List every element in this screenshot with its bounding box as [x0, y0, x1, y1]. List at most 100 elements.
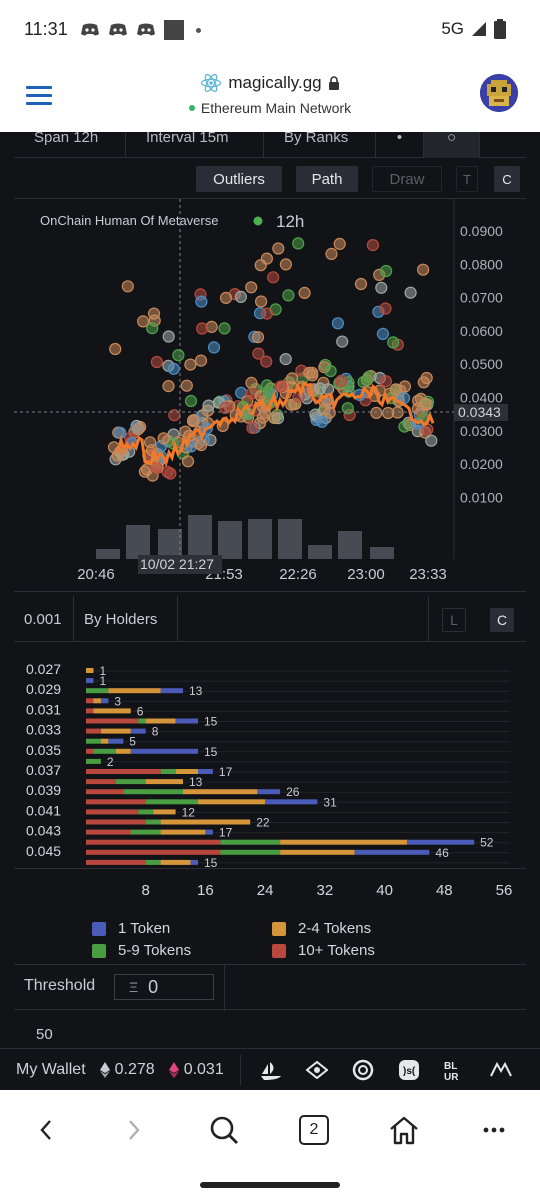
t-button[interactable]: T [456, 166, 478, 192]
discord-icon [81, 23, 99, 36]
sale-dot [298, 286, 311, 300]
sale-dot [245, 376, 258, 389]
bar-total-label: 17 [219, 826, 233, 840]
x-tick-label: 48 [436, 882, 453, 899]
outliers-button[interactable]: Outliers [196, 166, 282, 192]
tabs-button[interactable]: 2 [296, 1112, 332, 1148]
bar-segment [145, 819, 161, 825]
y-tick-label: 0.0800 [460, 256, 503, 272]
bar-segment [86, 779, 116, 785]
home-button[interactable] [386, 1112, 422, 1148]
collection-title: OnChain Human Of Metaverse [40, 213, 218, 228]
sale-dot [181, 455, 195, 468]
sale-dot [272, 242, 285, 255]
x2y2-icon[interactable]: )s( [397, 1058, 421, 1082]
volume-bar [188, 515, 212, 559]
search-button[interactable] [206, 1112, 242, 1148]
y-tick-label: 0.0900 [460, 223, 503, 239]
sale-dot [219, 291, 233, 305]
x-tick-label: 8 [142, 882, 150, 899]
legend-item-2-4-tokens[interactable]: 2-4 Tokens [272, 920, 371, 937]
site-info[interactable]: magically.gg Ethereum Main Network [0, 72, 540, 116]
bar-segment [175, 769, 198, 774]
bar-total-label: 17 [219, 765, 233, 779]
volume-bar [218, 521, 242, 559]
sale-dot [179, 425, 192, 438]
bar-segment [198, 769, 213, 774]
current-price-badge [454, 404, 508, 421]
hamburger-menu-button[interactable] [26, 86, 52, 106]
bars-x-axis: 8 16 24 32 40 48 56 [142, 882, 513, 899]
bar-total-label: 13 [189, 684, 203, 698]
c-button[interactable]: C [494, 166, 520, 192]
bar-total-label: 5 [129, 735, 136, 749]
tab-span[interactable]: Span 12h [14, 132, 126, 158]
x-tick-label: 56 [496, 882, 513, 899]
crosshair-time: 10/02 21:27 [140, 556, 214, 572]
search-icon [210, 1116, 238, 1144]
volume-bar [308, 545, 332, 559]
sale-dot [425, 434, 438, 447]
more-options-button[interactable] [476, 1112, 512, 1148]
sale-dot [184, 358, 197, 371]
draw-button[interactable]: Draw [372, 166, 442, 192]
x-tick-label: 24 [257, 882, 274, 899]
avatar[interactable] [480, 74, 518, 112]
l-button[interactable]: L [442, 608, 466, 632]
forward-button[interactable] [116, 1112, 152, 1148]
holders-distribution-chart[interactable]: 0.027 0.029 0.031 0.033 0.035 0.037 0.039 0.041… [14, 652, 526, 1004]
opensea-icon[interactable] [259, 1058, 283, 1082]
bar-segment [86, 799, 146, 805]
sale-dot [146, 322, 159, 335]
blur-icon[interactable]: BL UR [443, 1058, 467, 1082]
sale-dot [251, 331, 265, 344]
network-type: 5G [441, 19, 464, 38]
bar-total-label: 6 [137, 704, 144, 718]
bar-total-label: 3 [114, 694, 121, 708]
tab-interval[interactable]: Interval 15m [126, 132, 264, 158]
sale-dot [325, 247, 338, 261]
sale-dot [114, 426, 127, 439]
bar-segment [145, 718, 176, 724]
legend-item-1-token[interactable]: 1 Token [92, 920, 170, 937]
price-step-select[interactable]: 0.001 [14, 596, 74, 642]
bar-segment [160, 769, 176, 774]
eth-balance: 0.278 [99, 1060, 155, 1079]
status-bar: 11:31 5G [0, 0, 540, 60]
sale-dot [354, 277, 368, 291]
bar-segment [257, 789, 281, 795]
legend-item-5-9-tokens[interactable]: 5-9 Tokens [92, 942, 191, 959]
site-domain: magically.gg [228, 73, 322, 92]
sale-dot [336, 335, 349, 348]
period-label: 12h [276, 212, 304, 231]
price-scatter-chart[interactable]: 0.0900 0.0800 0.0700 0.0600 0.0500 0.0400 0.03… [14, 198, 526, 592]
bar-total-label: 15 [204, 856, 218, 870]
home-icon [390, 1116, 418, 1145]
threshold-input[interactable]: Ξ 0 [114, 974, 214, 1000]
sale-dot [341, 402, 354, 415]
bar-segment [86, 839, 221, 845]
tab-dot[interactable]: • [376, 132, 424, 158]
eye-icon[interactable] [305, 1058, 329, 1082]
by-holders-select[interactable]: By Holders [74, 596, 178, 642]
bar-segment [86, 829, 131, 835]
legend-item-10-plus-tokens[interactable]: 10+ Tokens [272, 942, 375, 959]
eth-value: 0.278 [114, 1060, 155, 1078]
looksrare-icon[interactable] [351, 1058, 375, 1082]
tab-by-ranks[interactable]: By Ranks [264, 132, 376, 158]
path-button[interactable]: Path [296, 166, 358, 192]
bar-segment [86, 859, 146, 865]
sale-dot [255, 295, 268, 308]
bar-segment [205, 829, 213, 835]
magiceden-icon[interactable] [489, 1058, 513, 1082]
sale-dot [202, 399, 215, 412]
bar-segment [86, 819, 146, 825]
bar-segment [86, 809, 139, 815]
tab-circle[interactable]: ○ [424, 132, 480, 158]
c-button-holders[interactable]: C [490, 608, 514, 632]
bars-svg: 0.027 0.029 0.031 0.033 0.035 0.037 0.039 0.041… [26, 661, 510, 870]
divider [224, 965, 225, 1011]
bar-segment [153, 809, 176, 815]
back-button[interactable] [28, 1112, 64, 1148]
bar-segment [86, 678, 94, 684]
